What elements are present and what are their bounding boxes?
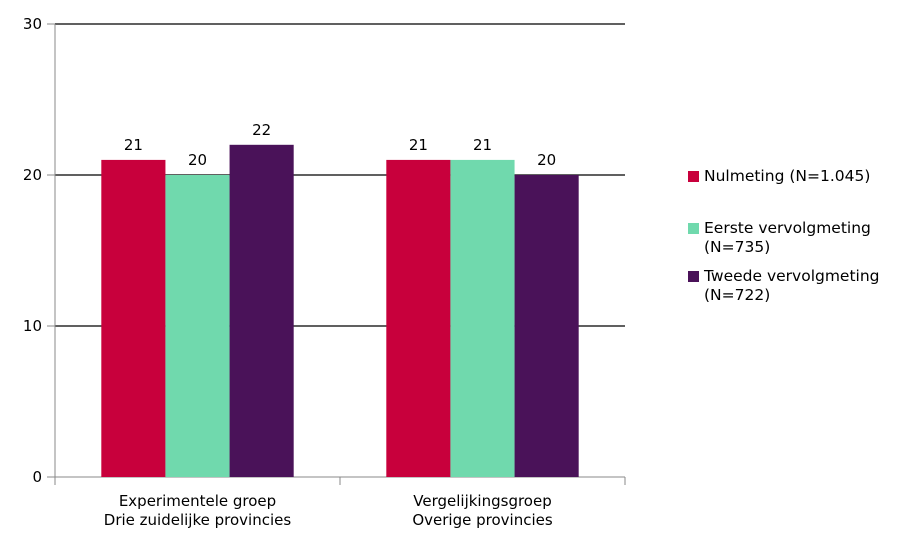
legend-label: Nulmeting (N=1.045) xyxy=(704,167,871,185)
bar xyxy=(229,144,294,478)
data-label: 21 xyxy=(473,136,492,154)
bar xyxy=(514,175,579,477)
data-label: 20 xyxy=(188,151,207,169)
y-tick-label: 10 xyxy=(23,317,42,335)
data-label: 20 xyxy=(537,151,556,169)
bar xyxy=(101,159,166,477)
bar xyxy=(386,159,451,477)
legend-label: Eerste vervolgmeting (N=735) xyxy=(704,219,871,256)
y-tick-label: 30 xyxy=(23,15,42,33)
legend-item: Tweede vervolgmeting (N=722) xyxy=(688,267,913,305)
legend-label: Tweede vervolgmeting (N=722) xyxy=(704,267,880,304)
y-tick-label: 0 xyxy=(32,468,42,486)
x-tick-label: Drie zuidelijke provincies xyxy=(104,511,292,529)
data-label: 21 xyxy=(124,136,143,154)
bar xyxy=(450,159,515,477)
data-label: 21 xyxy=(409,136,428,154)
bar xyxy=(165,175,230,477)
x-tick-label: Overige provincies xyxy=(412,511,552,529)
legend-swatch xyxy=(688,271,699,282)
legend-swatch xyxy=(688,223,699,234)
x-tick-label: Vergelijkingsgroep xyxy=(413,492,551,510)
legend-item: Eerste vervolgmeting (N=735) xyxy=(688,219,913,257)
y-tick-label: 20 xyxy=(23,166,42,184)
legend-item: Nulmeting (N=1.045) xyxy=(688,167,913,186)
data-label: 22 xyxy=(252,121,271,139)
x-tick-label: Experimentele groep xyxy=(119,492,276,510)
legend-swatch xyxy=(688,171,699,182)
